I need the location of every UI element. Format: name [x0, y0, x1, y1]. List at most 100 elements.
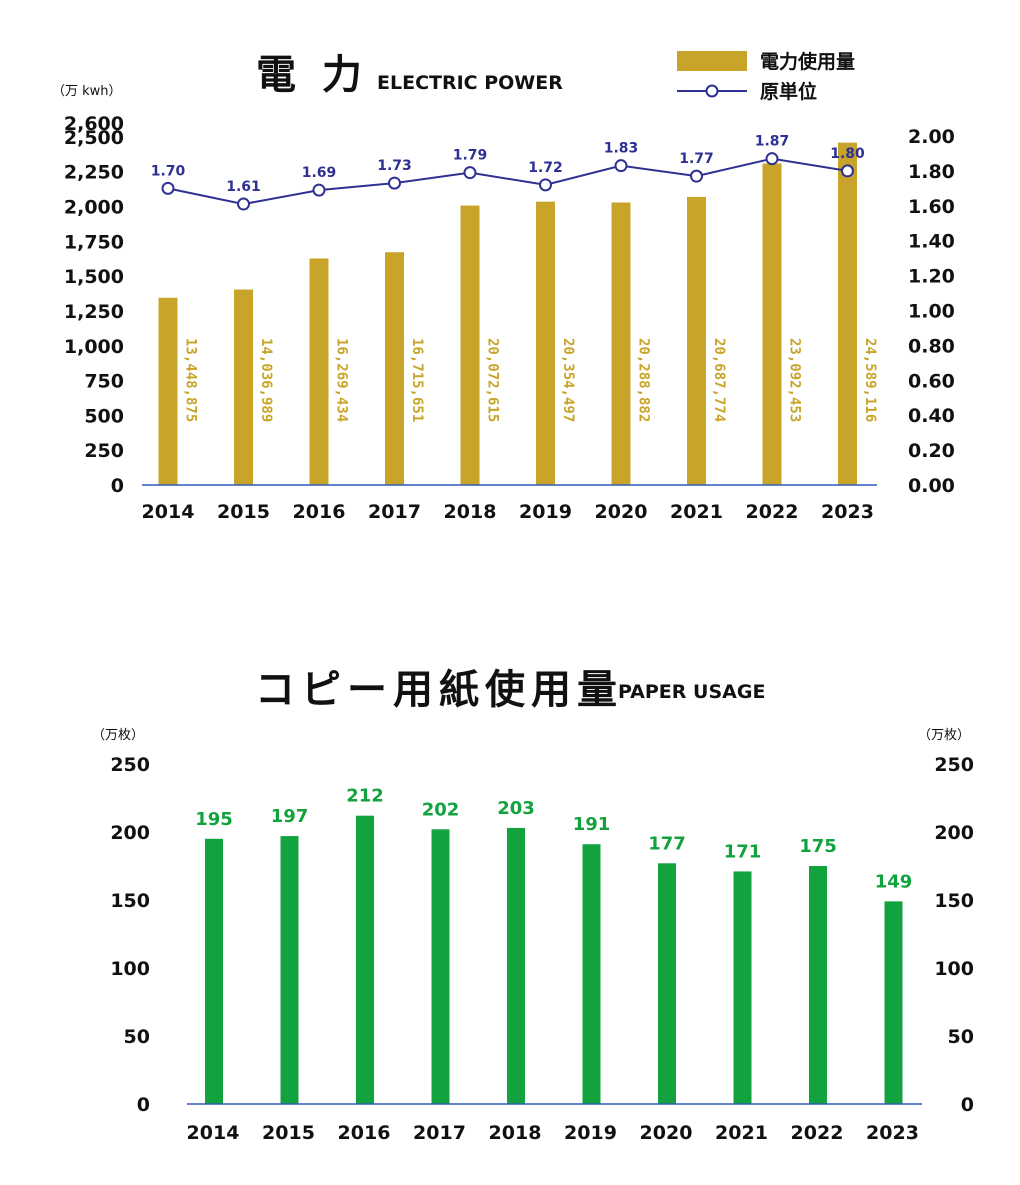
year-label: 2014	[142, 501, 195, 523]
left-tick-label: 1,500	[64, 266, 124, 288]
left-axis-unit: （万枚）	[92, 728, 144, 743]
bar-value-label: 14,036,989	[258, 338, 274, 422]
year-label: 2022	[746, 501, 799, 523]
right-tick-label: 50	[948, 1026, 974, 1048]
bar-value-label: 197	[271, 806, 309, 827]
bar	[385, 252, 404, 485]
bar-value-label: 23,092,453	[787, 338, 803, 422]
year-label: 2019	[519, 501, 572, 523]
left-tick-label: 2,600	[64, 113, 124, 135]
right-tick-label: 150	[934, 890, 974, 912]
left-tick-label: 50	[124, 1026, 150, 1048]
bar	[158, 297, 178, 485]
left-tick-label: 750	[84, 371, 124, 393]
bar	[536, 201, 555, 485]
right-tick-label: 1.40	[908, 231, 955, 253]
bar	[309, 258, 329, 485]
bar-series	[205, 815, 903, 1104]
year-label: 2017	[413, 1122, 466, 1144]
right-tick-label: 200	[934, 822, 974, 844]
ratio-label: 1.80	[830, 146, 865, 162]
right-tick-label: 0.60	[908, 370, 955, 392]
bar-value-label: 175	[799, 836, 837, 857]
chart-title: コピー用紙使用量	[255, 667, 623, 713]
legend-bar-swatch	[677, 51, 747, 71]
ratio-label: 1.87	[755, 134, 790, 150]
bar-value-label: 177	[648, 833, 686, 854]
bar	[762, 163, 782, 485]
year-label: 2016	[338, 1122, 391, 1144]
bar	[356, 815, 374, 1104]
legend-item-bar: 電力使用量	[760, 50, 855, 73]
year-label: 2023	[866, 1122, 919, 1144]
bar	[884, 901, 903, 1104]
right-tick-label: 1.80	[908, 161, 955, 183]
year-label: 2023	[821, 501, 874, 523]
year-label: 2020	[595, 501, 648, 523]
year-label: 2016	[293, 501, 346, 523]
bar	[431, 829, 450, 1104]
chart-title: 電 力	[256, 52, 368, 98]
left-tick-label: 1,000	[64, 336, 124, 358]
bar	[687, 196, 706, 486]
ratio-label: 1.72	[528, 160, 563, 176]
bar-value-label: 20,354,497	[560, 338, 576, 422]
ratio-label: 1.83	[604, 141, 639, 157]
x-axis-labels: 2014 2015 2016 2017 2018 2019 2020 2021 2022 2023	[142, 501, 874, 523]
bar-series	[158, 142, 857, 486]
ratio-point	[841, 164, 854, 178]
legend-item-line: 原単位	[760, 80, 817, 103]
left-tick-label: 500	[84, 405, 124, 427]
right-tick-label: 0.40	[908, 405, 955, 427]
ratio-label: 1.69	[302, 165, 337, 181]
bar	[582, 844, 601, 1104]
ratio-point	[765, 152, 779, 166]
left-tick-label: 0	[137, 1094, 150, 1116]
left-tick-label: 2,250	[64, 162, 124, 184]
ratio-line-series: 1.70 1.61 1.69 1.73 1.79 1.72 1.83 1.77 1.87 1.80	[151, 134, 865, 211]
year-label: 2018	[444, 501, 497, 523]
bar	[809, 866, 827, 1104]
bar-value-labels: 13,448,875 14,036,989 16,269,434 16,715,651…	[183, 338, 879, 422]
ratio-line	[167, 157, 848, 206]
right-tick-label: 2.00	[908, 126, 955, 148]
x-axis-labels: 2014 2015 2016 2017 2018 2019 2020 2021 2022 2023	[187, 1122, 919, 1144]
left-tick-label: 1,750	[64, 231, 124, 253]
year-label: 2017	[368, 501, 421, 523]
right-tick-label: 1.00	[908, 301, 955, 323]
left-tick-label: 250	[110, 754, 150, 776]
left-tick-label: 2,000	[64, 197, 124, 219]
bar-value-label: 212	[346, 786, 384, 807]
bar	[234, 289, 253, 485]
right-tick-label: 100	[934, 958, 974, 980]
ratio-label: 1.79	[453, 148, 488, 164]
ratio-point	[388, 176, 401, 190]
year-label: 2014	[187, 1122, 240, 1144]
right-tick-label: 1.20	[908, 266, 955, 288]
legend-line-marker	[705, 84, 719, 98]
ratio-label: 1.61	[226, 179, 261, 195]
bar-value-label: 171	[724, 841, 762, 862]
bar-value-label: 13,448,875	[183, 338, 199, 422]
paper-usage-chart: コピー用紙使用量 PAPER USAGE （万枚） （万枚） 0 50 100 150…	[92, 667, 974, 1144]
left-tick-label: 1,250	[64, 301, 124, 323]
ratio-point	[539, 178, 552, 192]
right-axis-unit: （万枚）	[918, 728, 970, 743]
year-label: 2018	[489, 1122, 542, 1144]
bar-value-labels: 195 197 212 202 203 191 177 171 175 149	[195, 786, 912, 893]
bar	[733, 871, 752, 1104]
left-axis: 0 250 500 750 1,000 1,250 1,500 1,750 2,000 2,250…	[64, 113, 124, 497]
year-label: 2020	[640, 1122, 693, 1144]
year-label: 2021	[670, 501, 723, 523]
ratio-label: 1.70	[151, 163, 186, 179]
right-tick-label: 0	[961, 1094, 974, 1116]
right-axis: 0 50 100 150 200 250	[934, 754, 974, 1116]
left-tick-label: 200	[110, 822, 150, 844]
ratio-point	[614, 159, 628, 173]
chart-subtitle: ELECTRIC POWER	[377, 72, 563, 94]
right-tick-label: 0.00	[908, 475, 955, 497]
bar	[658, 863, 676, 1104]
year-label: 2021	[715, 1122, 768, 1144]
bar-value-label: 149	[875, 871, 913, 892]
right-tick-label: 0.20	[908, 440, 955, 462]
